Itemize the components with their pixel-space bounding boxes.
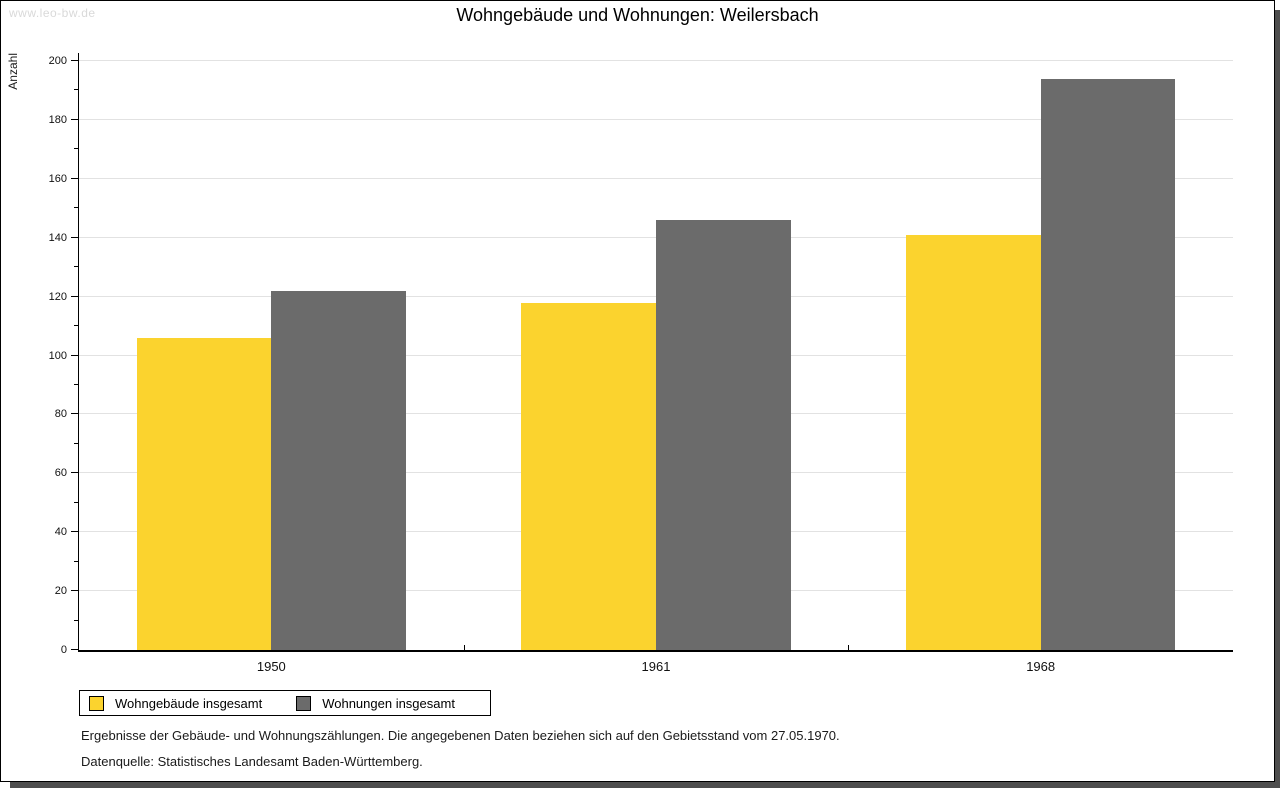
y-axis-tick-label-120: 120 (48, 290, 67, 303)
category-band-1968: 1968 (848, 61, 1233, 674)
footnote-data-source: Datenquelle: Statistisches Landesamt Bad… (81, 754, 423, 769)
plot-area: 0 20 40 60 80 100 120 140 160 180 200 1950 1961 1968 (49, 55, 1233, 674)
y-axis-tick-180 (71, 118, 78, 120)
legend-item-wohnungen: Wohnungen insgesamt (296, 695, 455, 711)
gridline-160 (79, 177, 1233, 179)
legend: Wohngebäude insgesamt Wohnungen insgesam… (79, 690, 491, 716)
legend-swatch-wohngebaeude (89, 695, 104, 711)
gridline-200 (79, 60, 1233, 61)
y-axis-tick-200 (71, 60, 78, 61)
y-axis-tick-label-20: 20 (54, 585, 67, 598)
y-axis-tick-120 (71, 295, 78, 297)
y-axis-line (78, 53, 79, 61)
category-band-1950: 1950 (79, 61, 464, 674)
chart-title: Wohngebäude und Wohnungen: Weilersbach (456, 5, 819, 25)
y-axis-minor-tick-150 (74, 207, 78, 209)
y-axis-tick-label-100: 100 (48, 349, 67, 362)
bar-1961-series-0 (521, 302, 656, 650)
watermark: www.leo-bw.de (9, 6, 96, 20)
bar-1968-series-1 (1040, 78, 1176, 650)
y-axis-minor-tick-50 (74, 501, 78, 503)
bar-1950-series-0 (136, 337, 272, 650)
legend-item-wohngebaeude: Wohngebäude insgesamt (89, 695, 263, 711)
y-axis-tick-label-180: 180 (48, 113, 67, 126)
y-axis-minor-tick-110 (74, 325, 78, 327)
y-axis-minor-tick-70 (74, 442, 78, 444)
y-axis-tick-label-160: 160 (48, 172, 67, 185)
y-axis-tick-label-80: 80 (54, 408, 67, 421)
y-axis-minor-tick-130 (74, 266, 78, 268)
category-boundary-tick-1 (463, 645, 465, 650)
category-boundary-tick-2 (848, 645, 850, 650)
y-axis-tick-60 (71, 472, 78, 474)
bar-1961-series-1 (655, 220, 791, 650)
y-axis-minor-tick-190 (74, 89, 78, 91)
x-axis-label-1950: 1950 (256, 659, 286, 674)
legend-swatch-wohnungen (296, 695, 312, 711)
x-axis-label-1968: 1968 (1026, 659, 1056, 674)
y-axis-minor-tick-170 (74, 148, 78, 150)
bar-1968-series-0 (906, 234, 1041, 650)
category-band-1961: 1961 (464, 61, 849, 674)
x-axis-label-1961: 1961 (641, 659, 671, 674)
legend-label-wohngebaeude: Wohngebäude insgesamt (115, 695, 263, 711)
y-axis-tick-140 (71, 236, 78, 238)
footnote-census-note: Ergebnisse der Gebäude- und Wohnungszähl… (81, 728, 840, 743)
y-axis-minor-tick-30 (74, 560, 78, 562)
gridline-180 (79, 118, 1233, 120)
y-axis-tick-label-40: 40 (54, 526, 67, 539)
y-axis-tick-40 (71, 531, 78, 533)
y-axis-minor-tick-10 (74, 619, 78, 621)
y-axis-tick-20 (71, 590, 78, 592)
bar-1950-series-1 (271, 290, 406, 650)
y-axis-tick-0 (71, 649, 78, 650)
y-axis-tick-160 (71, 177, 78, 179)
y-axis-tick-label-60: 60 (54, 467, 67, 480)
y-axis-tick-100 (71, 354, 78, 356)
y-axis-tick-label-0: 0 (60, 644, 67, 656)
y-axis-tick-80 (71, 413, 78, 415)
y-axis-minor-tick-90 (74, 383, 78, 385)
y-axis-tick-label-140: 140 (48, 231, 67, 244)
y-axis-title: Anzahl (6, 53, 20, 90)
legend-label-wohnungen: Wohnungen insgesamt (322, 695, 455, 711)
y-axis-tick-label-200: 200 (48, 55, 67, 67)
